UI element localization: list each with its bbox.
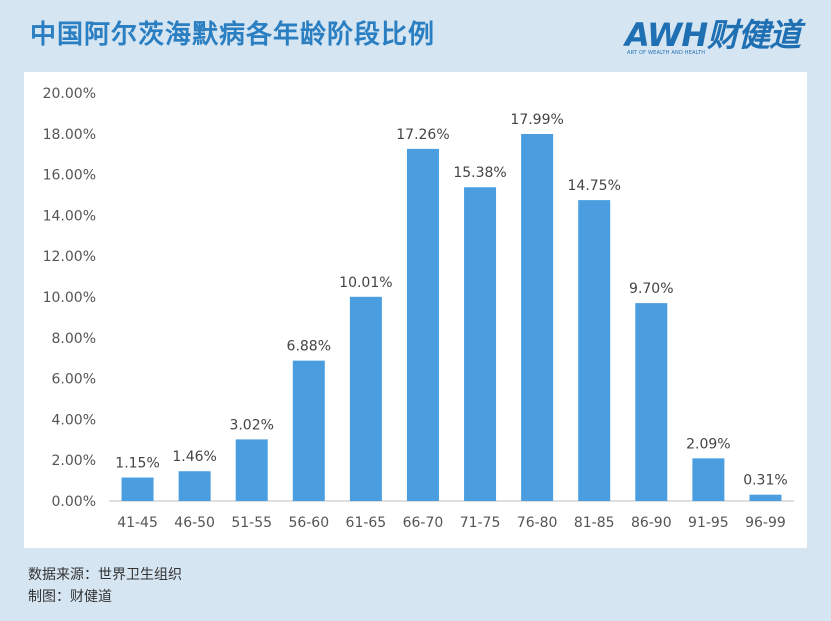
logo-text: AWH财健道 bbox=[625, 16, 801, 54]
bar bbox=[692, 458, 725, 501]
data-label: 17.99% bbox=[510, 112, 563, 128]
y-tick-label: 4.00% bbox=[52, 412, 96, 428]
bar bbox=[464, 187, 497, 502]
bar bbox=[349, 296, 382, 501]
logo-tagline: ART OF WEALTH AND HEALTH bbox=[627, 50, 706, 56]
data-label: 1.46% bbox=[172, 449, 216, 465]
x-tick-label: 46-50 bbox=[174, 515, 215, 531]
page-title: 中国阿尔茨海默病各年龄阶段比例 bbox=[30, 20, 436, 50]
data-label: 14.75% bbox=[568, 178, 621, 194]
y-tick-label: 14.00% bbox=[43, 208, 96, 224]
x-tick-label: 66-70 bbox=[403, 515, 444, 531]
author-note: 制图：财健道 bbox=[28, 589, 112, 605]
data-label: 2.09% bbox=[686, 436, 730, 452]
x-tick-label: 41-45 bbox=[117, 515, 158, 531]
y-tick-label: 10.00% bbox=[43, 290, 96, 306]
x-tick-label: 61-65 bbox=[346, 515, 387, 531]
data-label: 0.31% bbox=[743, 473, 787, 489]
bar bbox=[235, 439, 268, 501]
data-label: 3.02% bbox=[229, 417, 273, 433]
bar bbox=[578, 200, 611, 501]
data-label: 1.15% bbox=[115, 456, 159, 472]
chart-panel: 0.00% 2.00% 4.00% 6.00% 8.00% 10.00% 12.00% 14.… bbox=[24, 72, 807, 548]
data-label: 15.38% bbox=[453, 165, 506, 181]
bar bbox=[121, 477, 154, 501]
data-label: 10.01% bbox=[339, 275, 392, 291]
bar bbox=[749, 494, 782, 501]
bar bbox=[635, 303, 668, 501]
data-label: 9.70% bbox=[629, 281, 673, 297]
data-label: 6.88% bbox=[287, 339, 331, 355]
y-tick-label: 2.00% bbox=[52, 453, 96, 469]
y-tick-label: 18.00% bbox=[43, 127, 96, 143]
bar bbox=[292, 360, 325, 501]
x-tick-label: 71-75 bbox=[460, 515, 501, 531]
x-tick-label: 51-55 bbox=[231, 515, 272, 531]
bar bbox=[406, 148, 439, 501]
source-note: 数据来源：世界卫生组织 bbox=[28, 567, 182, 583]
x-tick-label: 76-80 bbox=[517, 515, 558, 531]
x-tick-label: 96-99 bbox=[745, 515, 786, 531]
bar bbox=[521, 134, 554, 501]
bar-chart: 0.00% 2.00% 4.00% 6.00% 8.00% 10.00% 12.00% 14.… bbox=[43, 86, 794, 531]
y-tick-label: 6.00% bbox=[52, 372, 96, 388]
y-tick-label: 8.00% bbox=[52, 331, 96, 347]
x-tick-label: 56-60 bbox=[288, 515, 329, 531]
x-tick-label: 91-95 bbox=[688, 515, 729, 531]
y-tick-label: 20.00% bbox=[43, 86, 96, 102]
x-tick-label: 81-85 bbox=[574, 515, 615, 531]
x-tick-label: 86-90 bbox=[631, 515, 672, 531]
brand-logo: AWH财健道 ART OF WEALTH AND HEALTH bbox=[625, 10, 805, 62]
y-tick-label: 16.00% bbox=[43, 168, 96, 184]
y-tick-label: 12.00% bbox=[43, 249, 96, 265]
data-label: 17.26% bbox=[396, 127, 449, 143]
footer: 数据来源：世界卫生组织 制图：财健道 bbox=[28, 564, 182, 608]
y-tick-label: 0.00% bbox=[52, 494, 96, 510]
bar bbox=[178, 471, 211, 501]
